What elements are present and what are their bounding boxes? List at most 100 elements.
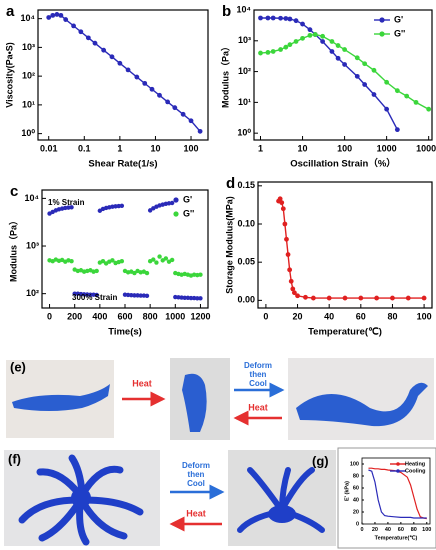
data-point	[78, 29, 84, 35]
data-point	[265, 49, 271, 55]
data-point	[138, 293, 143, 298]
data-point	[287, 267, 293, 273]
x-tick-label: 10	[298, 143, 308, 153]
x-tick-label: 20	[293, 311, 303, 321]
photo-row-e	[6, 358, 434, 440]
data-point	[354, 73, 360, 79]
data-point	[195, 296, 200, 301]
x-tick-label: 200	[67, 311, 82, 321]
x-tick-label: 0.01	[40, 143, 58, 153]
data-point	[404, 93, 410, 99]
data-point	[125, 292, 131, 298]
arrow-label: Cool	[249, 379, 267, 388]
data-point	[287, 42, 293, 48]
data-point	[285, 252, 291, 257]
data-point	[142, 80, 148, 86]
legend-marker	[379, 17, 385, 23]
x-tick-label: 100	[422, 527, 431, 533]
x-tick-label: 1	[258, 143, 263, 153]
y-tick-label: 10⁴	[237, 4, 251, 14]
data-point	[307, 27, 313, 33]
data-point	[258, 50, 263, 56]
legend-marker	[396, 469, 400, 473]
data-point	[157, 254, 162, 259]
y-tick-label: 10³	[26, 240, 39, 250]
x-tick-label: 40	[385, 527, 391, 533]
panel-label: d	[226, 175, 235, 192]
data-point	[342, 62, 347, 67]
whale	[296, 382, 428, 427]
data-point	[280, 206, 286, 212]
legend-label: G''	[394, 28, 405, 38]
legend-marker	[379, 31, 385, 37]
whale	[12, 384, 110, 411]
y-tick-label: 20	[353, 509, 359, 515]
data-point	[342, 295, 348, 301]
data-point	[100, 259, 106, 264]
data-point	[413, 99, 419, 105]
inset-frame	[337, 447, 436, 549]
y-tick-label: 10²	[26, 288, 39, 298]
data-point	[141, 293, 147, 298]
data-point	[188, 295, 194, 301]
data-point	[310, 295, 316, 301]
data-point	[312, 32, 318, 37]
panel-label: (f)	[8, 451, 21, 466]
data-point	[198, 272, 203, 277]
data-point	[284, 236, 289, 242]
data-point	[278, 15, 283, 21]
x-tick-label: 1	[117, 143, 122, 153]
data-point	[295, 293, 300, 299]
x-axis-label: Temperature(℃)	[375, 534, 418, 541]
data-point	[94, 268, 99, 274]
plot-frame	[361, 457, 431, 525]
legend-label: G''	[183, 208, 194, 218]
arrow-label: Heat	[186, 508, 206, 518]
data-point	[283, 16, 289, 21]
whale	[182, 373, 207, 432]
data-point	[185, 295, 191, 300]
legend-label: G'	[394, 14, 403, 24]
data-point	[374, 295, 380, 301]
data-point	[258, 15, 263, 21]
panel-label: b	[222, 3, 231, 20]
x-tick-label: 600	[117, 311, 132, 321]
data-point	[85, 292, 90, 297]
x-tick-label: 100	[417, 311, 432, 321]
y-tick-label: 0	[356, 521, 359, 527]
data-point	[54, 12, 60, 17]
y-tick-label: 60	[353, 485, 359, 491]
data-point	[125, 67, 131, 73]
data-point	[117, 60, 123, 66]
data-point	[50, 12, 56, 18]
legend-label: Cooling	[405, 468, 425, 474]
data-point	[371, 67, 377, 73]
y-tick-label: 0.10	[237, 218, 255, 228]
data-point	[278, 47, 283, 52]
x-tick-label: 400	[92, 311, 107, 321]
data-point	[129, 292, 134, 298]
y-tick-label: 0.00	[237, 295, 255, 305]
x-tick-label: 1200	[190, 311, 210, 321]
data-point	[191, 295, 197, 301]
arrow-label: then	[188, 470, 205, 479]
panel-label: a	[6, 3, 15, 20]
data-point	[303, 294, 308, 300]
y-tick-label: 0.05	[237, 257, 255, 267]
y-tick-label: 40	[353, 497, 359, 503]
x-tick-label: 80	[411, 527, 417, 533]
series-line	[277, 197, 425, 299]
data-point	[300, 21, 305, 27]
data-point	[354, 55, 360, 61]
y-tick-label: 10⁰	[237, 128, 251, 138]
data-point	[132, 270, 137, 276]
data-point	[277, 196, 283, 202]
data-point	[122, 292, 128, 297]
series-line	[48, 13, 201, 132]
series-line	[368, 469, 427, 519]
data-point	[132, 293, 137, 298]
x-tick-label: 1000	[165, 311, 185, 321]
y-tick-label: 10⁴	[21, 13, 35, 23]
plot-frame	[253, 9, 433, 141]
y-tick-label: 80	[353, 473, 359, 479]
